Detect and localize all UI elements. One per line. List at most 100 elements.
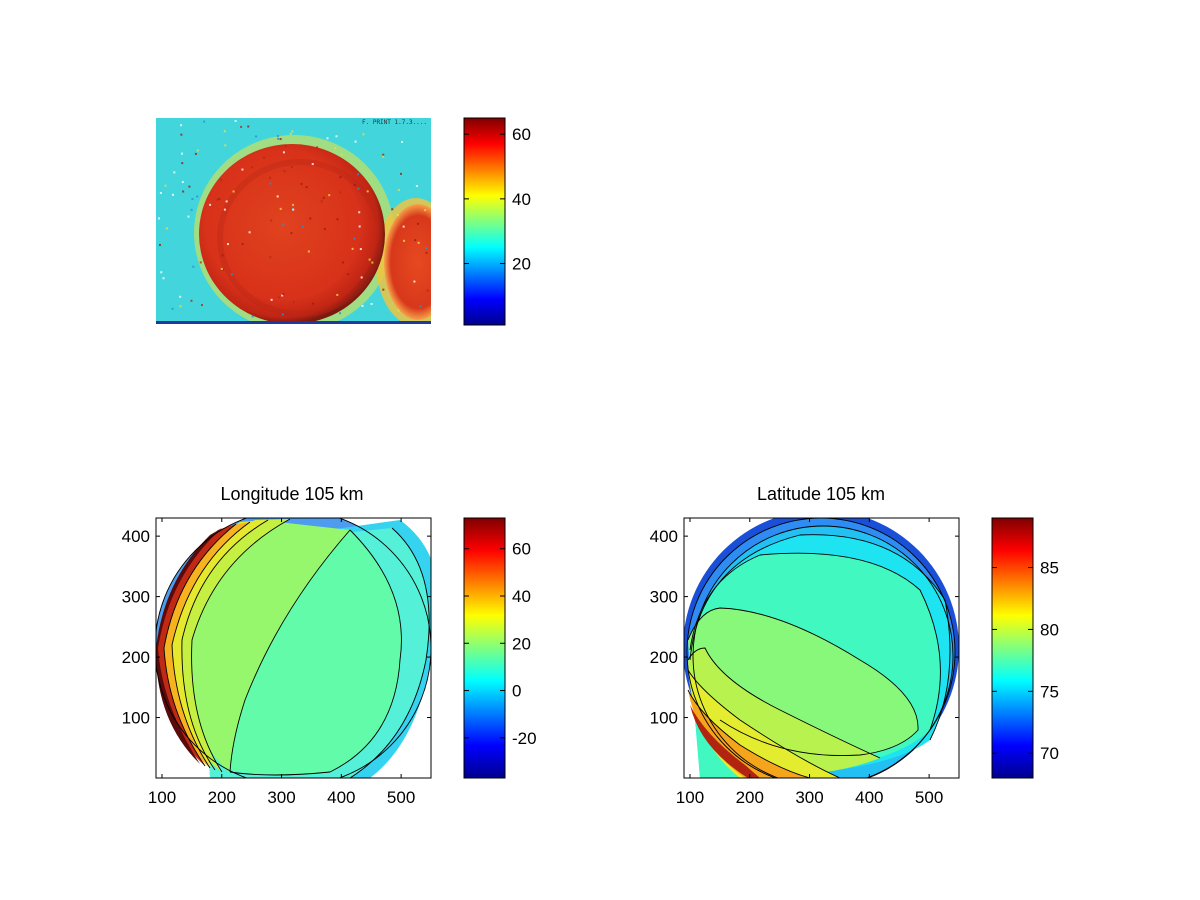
- noise-speck: [283, 170, 286, 173]
- colorbar-image: [464, 118, 505, 325]
- noise-speck: [347, 273, 350, 276]
- noise-speck: [413, 280, 416, 283]
- noise-speck: [323, 228, 326, 231]
- y-tick-label: 400: [650, 527, 678, 546]
- noise-speck: [255, 135, 258, 138]
- noise-speck: [336, 293, 339, 296]
- noise-speck: [340, 153, 343, 156]
- second-disk: [384, 204, 431, 320]
- noise-speck: [201, 304, 204, 307]
- noise-speck: [223, 208, 226, 211]
- noise-speck: [276, 195, 279, 198]
- y-tick-label: 200: [122, 648, 150, 667]
- noise-speck: [305, 186, 308, 189]
- noise-speck: [188, 185, 191, 188]
- latitude-axis-ticks: 100 200 300 400 500 100 200 300 400: [650, 518, 959, 807]
- noise-speck: [425, 247, 428, 250]
- noise-speck: [226, 243, 229, 246]
- y-tick-label: 400: [122, 527, 150, 546]
- x-tick-label: 300: [795, 788, 823, 807]
- noise-speck: [277, 137, 280, 140]
- longitude-contour-map: [156, 518, 431, 778]
- noise-speck: [382, 288, 385, 291]
- noise-speck: [284, 145, 287, 148]
- noise-speck: [307, 250, 310, 253]
- latitude-title: Latitude 105 km: [757, 484, 885, 504]
- noise-speck: [322, 196, 325, 199]
- noise-speck: [248, 231, 251, 234]
- noise-speck: [425, 251, 428, 254]
- noise-speck: [196, 195, 199, 198]
- longitude-panel: Longitude 105 km: [122, 484, 537, 807]
- x-tick-label: 100: [148, 788, 176, 807]
- colorbar-latitude: [992, 518, 1033, 778]
- contour-region: [688, 690, 810, 778]
- noise-speck: [414, 239, 417, 242]
- colorbar-tick-label: 85: [1040, 559, 1059, 578]
- colorbar-tick-label: 20: [512, 634, 531, 653]
- noise-speck: [371, 261, 374, 264]
- noise-speck: [362, 133, 365, 136]
- noise-speck: [164, 184, 167, 187]
- noise-speck: [399, 172, 402, 175]
- x-tick-label: 400: [855, 788, 883, 807]
- colorbar-longitude: [464, 518, 505, 778]
- noise-speck: [247, 125, 250, 128]
- noise-speck: [159, 191, 162, 194]
- contour-region: [180, 520, 350, 772]
- colorbar-tick-label: 80: [1040, 620, 1059, 639]
- noise-speck: [417, 222, 420, 225]
- noise-speck: [292, 208, 295, 211]
- noise-speck: [182, 190, 185, 193]
- noise-speck: [353, 237, 356, 240]
- noise-speck: [180, 152, 183, 155]
- noise-speck: [292, 203, 295, 206]
- noise-speck: [282, 223, 285, 226]
- noise-speck: [290, 232, 293, 235]
- colorbar-image-ticks: 20 40 60: [464, 125, 531, 274]
- noise-speck: [339, 191, 342, 194]
- colorbar-longitude-ticks: -20 0 20 40 60: [464, 540, 537, 748]
- longitude-axes-box: [155, 517, 432, 779]
- noise-speck: [316, 146, 319, 149]
- colorbar-tick-label: -20: [512, 729, 537, 748]
- noise-speck: [320, 200, 323, 203]
- noise-speck: [311, 302, 314, 305]
- noise-speck: [220, 179, 223, 182]
- noise-speck: [209, 203, 212, 206]
- latitude-panel: Latitude 105 km: [650, 484, 1059, 807]
- latitude-axes-box: [683, 517, 960, 779]
- camera-image-panel: F. PRINT 1.7.3.... 2.04 20 40 60: [156, 117, 531, 326]
- noise-speck: [282, 151, 285, 154]
- colorbar-tick-label: 70: [1040, 744, 1059, 763]
- noise-speck: [221, 254, 224, 257]
- colorbar-tick-label: 40: [512, 190, 531, 209]
- noise-speck: [232, 190, 235, 193]
- noise-speck: [216, 198, 219, 201]
- noise-speck: [311, 163, 314, 166]
- noise-speck: [361, 304, 364, 307]
- noise-speck: [402, 225, 405, 228]
- noise-speck: [221, 268, 224, 271]
- colorbar-tick-label: 0: [512, 682, 521, 701]
- noise-speck: [397, 188, 400, 191]
- noise-speck: [336, 218, 339, 221]
- x-tick-label: 400: [327, 788, 355, 807]
- noise-speck: [218, 198, 221, 201]
- noise-speck: [417, 241, 420, 244]
- y-tick-label: 300: [122, 588, 150, 607]
- noise-speck: [382, 155, 385, 158]
- noise-speck: [328, 194, 331, 197]
- longitude-title: Longitude 105 km: [220, 484, 363, 504]
- noise-speck: [300, 182, 303, 185]
- noise-speck: [251, 315, 254, 318]
- noise-speck: [230, 273, 233, 276]
- noise-speck: [220, 267, 223, 270]
- noise-speck: [241, 168, 244, 171]
- noise-speck: [291, 130, 294, 133]
- noise-speck: [191, 198, 194, 201]
- x-tick-label: 500: [387, 788, 415, 807]
- noise-speck: [281, 313, 284, 316]
- noise-speck: [224, 144, 227, 147]
- noise-speck: [354, 140, 357, 143]
